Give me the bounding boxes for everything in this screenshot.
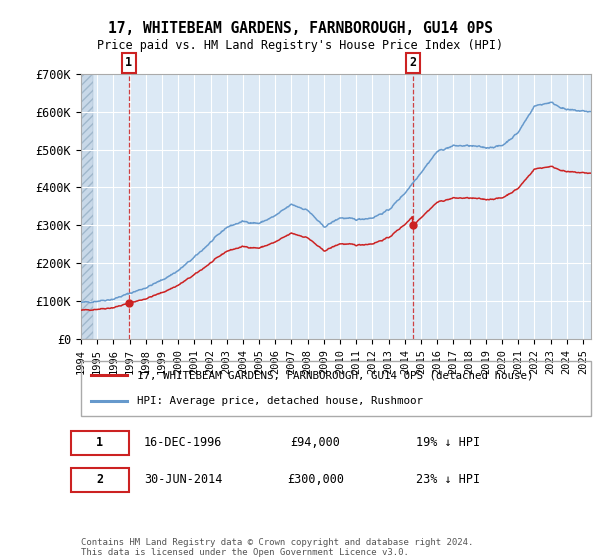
Polygon shape bbox=[81, 74, 93, 339]
Text: Contains HM Land Registry data © Crown copyright and database right 2024.
This d: Contains HM Land Registry data © Crown c… bbox=[81, 538, 473, 557]
Text: 16-DEC-1996: 16-DEC-1996 bbox=[144, 436, 222, 450]
Text: 19% ↓ HPI: 19% ↓ HPI bbox=[416, 436, 480, 450]
Text: 17, WHITEBEAM GARDENS, FARNBOROUGH, GU14 0PS: 17, WHITEBEAM GARDENS, FARNBOROUGH, GU14… bbox=[107, 21, 493, 36]
Text: 17, WHITEBEAM GARDENS, FARNBOROUGH, GU14 0PS (detached house): 17, WHITEBEAM GARDENS, FARNBOROUGH, GU14… bbox=[137, 371, 533, 380]
Text: 2: 2 bbox=[409, 57, 416, 69]
Text: 30-JUN-2014: 30-JUN-2014 bbox=[144, 473, 222, 486]
Text: 2: 2 bbox=[97, 473, 103, 486]
Text: £94,000: £94,000 bbox=[290, 436, 341, 450]
Text: £300,000: £300,000 bbox=[287, 473, 344, 486]
Text: 1: 1 bbox=[97, 436, 103, 450]
Text: HPI: Average price, detached house, Rushmoor: HPI: Average price, detached house, Rush… bbox=[137, 396, 423, 405]
Text: 23% ↓ HPI: 23% ↓ HPI bbox=[416, 473, 480, 486]
Text: 1: 1 bbox=[125, 57, 133, 69]
Text: Price paid vs. HM Land Registry's House Price Index (HPI): Price paid vs. HM Land Registry's House … bbox=[97, 39, 503, 52]
